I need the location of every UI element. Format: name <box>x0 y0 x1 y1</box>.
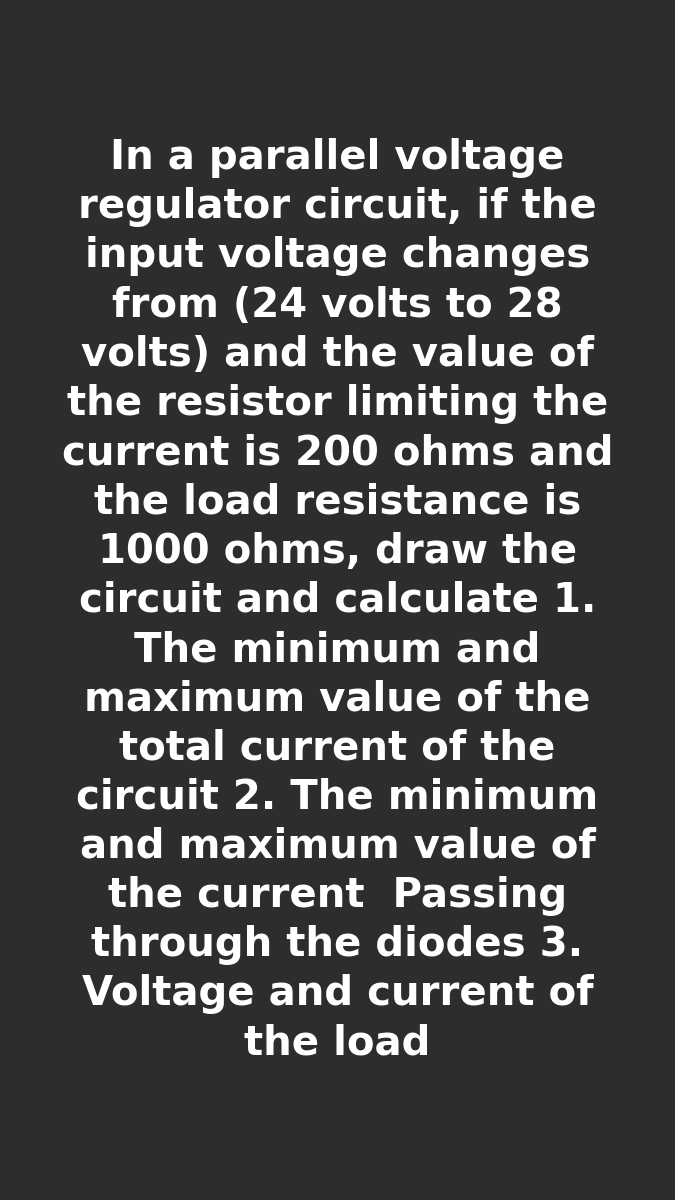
Text: the resistor limiting the: the resistor limiting the <box>67 384 608 424</box>
Text: the load resistance is: the load resistance is <box>94 482 581 522</box>
Text: 1000 ohms, draw the: 1000 ohms, draw the <box>98 532 577 571</box>
Text: the current  Passing: the current Passing <box>108 876 567 916</box>
Text: In a parallel voltage: In a parallel voltage <box>110 138 565 178</box>
Text: through the diodes 3.: through the diodes 3. <box>91 925 584 965</box>
Text: input voltage changes: input voltage changes <box>85 236 590 276</box>
Text: circuit and calculate 1.: circuit and calculate 1. <box>79 581 596 620</box>
Text: circuit 2. The minimum: circuit 2. The minimum <box>76 778 599 817</box>
Text: current is 200 ohms and: current is 200 ohms and <box>61 433 614 473</box>
Text: and maximum value of: and maximum value of <box>80 827 595 866</box>
Text: regulator circuit, if the: regulator circuit, if the <box>78 187 597 227</box>
Text: volts) and the value of: volts) and the value of <box>81 335 594 374</box>
Text: total current of the: total current of the <box>119 728 556 768</box>
Text: maximum value of the: maximum value of the <box>84 679 591 719</box>
Text: from (24 volts to 28: from (24 volts to 28 <box>112 286 563 325</box>
Text: the load: the load <box>244 1024 431 1063</box>
Text: The minimum and: The minimum and <box>134 630 541 670</box>
Text: Voltage and current of: Voltage and current of <box>82 974 593 1014</box>
